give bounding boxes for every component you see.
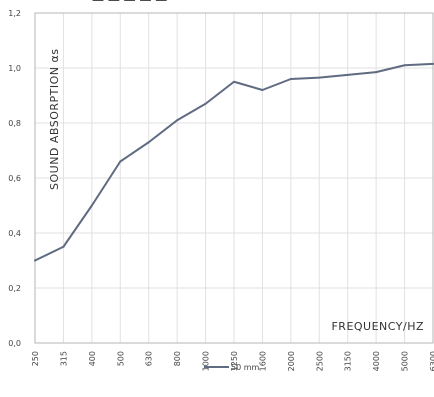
data-point <box>119 160 122 163</box>
x-axis-ticks: 250 315 400 500 630 800 1000 1250 1600 2000 2500 31… <box>31 351 434 371</box>
data-point <box>62 245 65 248</box>
legend: 50 mm <box>204 363 260 372</box>
x-axis-label: FREQUENCY/HZ <box>331 320 424 333</box>
x-tick-label: 800 <box>173 351 182 366</box>
x-tick-label: 1000 <box>202 351 211 371</box>
x-tick-label: 630 <box>145 351 154 366</box>
grid <box>34 12 434 344</box>
data-point <box>375 71 378 74</box>
data-point <box>147 141 150 144</box>
y-tick-label: 0,8 <box>8 119 21 128</box>
series-layer <box>34 62 434 262</box>
y-tick-label: 0,0 <box>8 339 21 348</box>
x-tick-label: 400 <box>88 351 97 366</box>
data-point <box>34 259 36 262</box>
x-tick-label: 5000 <box>401 351 410 371</box>
x-tick-label: 3150 <box>344 351 353 371</box>
y-axis-label: SOUND ABSORPTION αs <box>48 48 61 190</box>
y-tick-label: 0,6 <box>8 174 21 183</box>
data-point <box>318 76 321 79</box>
x-tick-label: 1250 <box>230 351 239 371</box>
data-point <box>261 89 264 91</box>
x-tick-label: 6300 <box>429 351 434 371</box>
y-tick-label: 0,2 <box>8 284 21 293</box>
legend-label-50mm: 50 mm <box>231 363 260 372</box>
cut-off-title-fragment: — — — — — <box>92 0 167 7</box>
data-point <box>233 80 235 83</box>
plot-frame <box>34 12 434 344</box>
x-tick-label: 2500 <box>315 351 324 371</box>
x-tick-label: 250 <box>31 351 40 366</box>
data-point <box>176 119 179 122</box>
y-tick-label: 1,0 <box>8 64 21 73</box>
x-tick-label: 2000 <box>287 351 296 371</box>
x-tick-label: 315 <box>59 351 68 366</box>
y-tick-label: 1,2 <box>8 9 21 18</box>
data-point <box>204 102 207 105</box>
x-tick-label: 500 <box>116 351 125 366</box>
y-axis-ticks: 0,0 0,2 0,4 0,6 0,8 1,0 1,2 <box>8 9 21 348</box>
data-point <box>90 204 93 207</box>
data-point <box>403 64 406 67</box>
y-tick-label: 0,4 <box>8 229 21 238</box>
data-point <box>346 73 349 76</box>
x-tick-label: 4000 <box>372 351 381 371</box>
x-tick-label: 1600 <box>258 351 267 371</box>
data-point <box>289 78 292 80</box>
